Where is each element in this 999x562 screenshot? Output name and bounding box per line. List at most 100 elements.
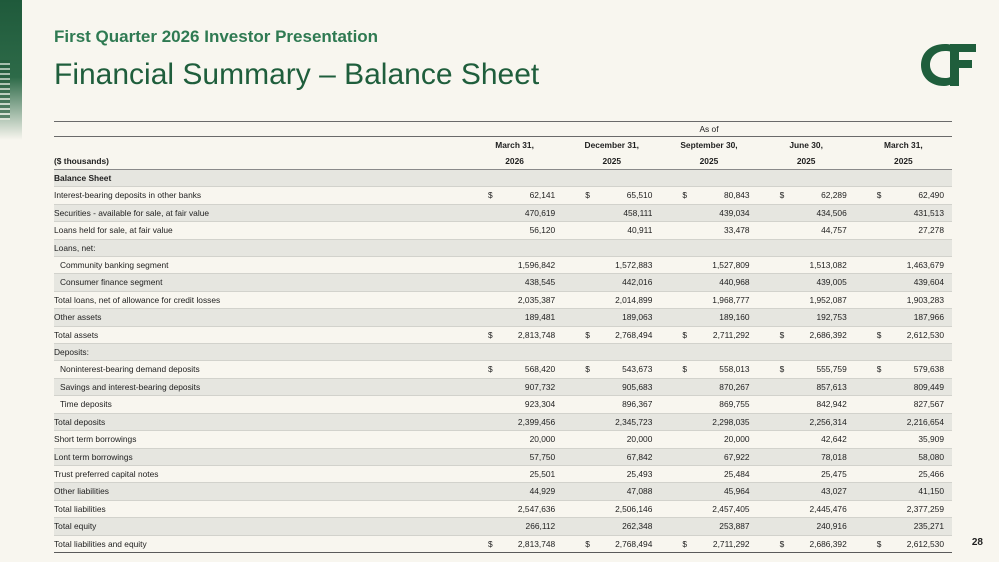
cell-value: 458,111	[563, 204, 661, 223]
cell-number: 431,513	[913, 207, 944, 218]
cell-value: 25,484	[660, 465, 758, 484]
cell-value: 1,572,883	[563, 256, 661, 275]
cell-value	[563, 239, 661, 258]
cell-value: 44,757	[757, 221, 855, 240]
cell-number: 1,463,679	[906, 260, 944, 271]
cell-number: 20,000	[723, 434, 750, 445]
cell-number: 923,304	[524, 399, 556, 410]
cell-number: 2,813,748	[517, 329, 556, 340]
cell-number: 189,481	[524, 312, 556, 323]
cell-value: 78,018	[757, 448, 855, 466]
cell-number: 434,506	[816, 207, 847, 218]
cell-value: 434,506	[757, 204, 855, 223]
cell-number: 240,916	[816, 521, 847, 532]
cell-number: 189,160	[719, 312, 750, 323]
cell-value: 440,968	[660, 273, 758, 292]
cell-value: 189,063	[563, 308, 661, 327]
cell-number: 57,750	[529, 451, 556, 462]
cell-number: 25,484	[723, 468, 750, 479]
as-of-header-row: As of	[54, 121, 952, 137]
cell-value: 41,150	[854, 482, 952, 501]
cell-number: 870,267	[719, 381, 750, 392]
cell-number: 558,013	[719, 364, 750, 375]
cell-value	[854, 169, 952, 188]
cell-number: 47,088	[626, 486, 653, 497]
cell-value: 57,750	[466, 448, 564, 466]
cell-value: 1,952,087	[757, 291, 855, 310]
table-row: Noninterest-bearing demand deposits $568,…	[54, 360, 952, 379]
cell-value	[563, 343, 661, 362]
cell-value: $62,490	[854, 186, 952, 205]
column-month: March 31,	[884, 140, 923, 150]
cell-value: $2,686,392	[757, 535, 855, 553]
cell-value: 1,527,809	[660, 256, 758, 275]
column-month: December 31,	[584, 140, 640, 150]
cell-value	[466, 343, 564, 362]
table-row: Lont term borrowings 57,750 67,842 67,922 78…	[54, 448, 952, 466]
row-label: Total loans, net of allowance for credit…	[54, 291, 466, 310]
cell-number: 44,757	[821, 225, 847, 236]
row-label: Short term borrowings	[54, 430, 466, 449]
cell-value: 47,088	[563, 482, 661, 501]
row-label: Total equity	[54, 517, 466, 536]
cell-number: 192,753	[816, 312, 847, 323]
cell-value: 2,014,899	[563, 291, 661, 310]
cell-value: 438,545	[466, 273, 564, 292]
cell-number: 62,289	[821, 190, 847, 201]
column-year: 2025	[563, 153, 661, 170]
row-label: Other assets	[54, 308, 466, 327]
cell-value: $2,711,292	[660, 535, 758, 553]
cell-number: 2,345,723	[615, 416, 653, 427]
cell-value: 2,035,387	[466, 291, 564, 310]
cell-value: 827,567	[854, 395, 952, 414]
cell-number: 555,759	[816, 364, 847, 375]
cell-value: 67,922	[660, 448, 758, 466]
table-row: Consumer finance segment 438,545 442,016 44…	[54, 273, 952, 292]
presentation-subtitle: First Quarter 2026 Investor Presentation	[54, 27, 379, 46]
cell-number: 67,922	[723, 451, 750, 462]
cell-number: 35,909	[918, 434, 944, 445]
cell-number: 1,968,777	[712, 294, 750, 305]
cell-value	[660, 239, 758, 258]
cell-number: 827,567	[913, 399, 944, 410]
cell-number: 896,367	[622, 399, 653, 410]
table-row: Total loans, net of allowance for credit…	[54, 291, 952, 310]
table-row: Total liabilities and equity $2,813,748 $2…	[54, 535, 952, 553]
cell-number: 2,457,405	[712, 503, 750, 514]
table-row: Total assets $2,813,748 $2,768,494 $2,711,2…	[54, 326, 952, 345]
cell-number: 439,005	[816, 277, 847, 288]
cell-number: 41,150	[918, 486, 944, 497]
cell-value: 1,903,283	[854, 291, 952, 310]
column-month-row: March 31, December 31, September 30, Jun…	[54, 137, 952, 154]
cell-number: 253,887	[719, 521, 750, 532]
cell-number: 439,034	[719, 207, 750, 218]
cell-value: $2,686,392	[757, 326, 855, 345]
table-row: Securities - available for sale, at fair…	[54, 204, 952, 223]
cell-number: 2,813,748	[517, 538, 556, 549]
cell-number: 62,490	[918, 190, 944, 201]
cell-value	[757, 343, 855, 362]
currency-symbol: $	[585, 364, 590, 375]
cell-number: 45,964	[723, 486, 750, 497]
cell-value: 253,887	[660, 517, 758, 536]
cell-number: 2,445,476	[809, 503, 847, 514]
cell-value: $80,843	[660, 186, 758, 205]
cell-value: 2,256,314	[757, 413, 855, 432]
cell-number: 187,966	[913, 312, 944, 323]
cell-value	[466, 169, 564, 188]
row-label: Balance Sheet	[54, 169, 466, 188]
company-logo: &	[921, 44, 976, 86]
table-row: Savings and interest-bearing deposits 907…	[54, 378, 952, 397]
cell-number: 2,216,654	[906, 416, 944, 427]
cell-number: 58,080	[918, 451, 944, 462]
units-label: ($ thousands)	[54, 153, 466, 170]
cell-number: 40,911	[627, 225, 653, 236]
currency-symbol: $	[682, 364, 688, 375]
cell-number: 1,572,883	[615, 260, 653, 271]
cell-value: $543,673	[563, 360, 661, 379]
table-row: Time deposits 923,304 896,367 869,755 842,94…	[54, 395, 952, 414]
cell-value: $62,141	[466, 186, 564, 205]
cell-value: $2,768,494	[563, 326, 661, 345]
cell-value: 870,267	[660, 378, 758, 397]
cell-value: 25,493	[563, 465, 661, 484]
